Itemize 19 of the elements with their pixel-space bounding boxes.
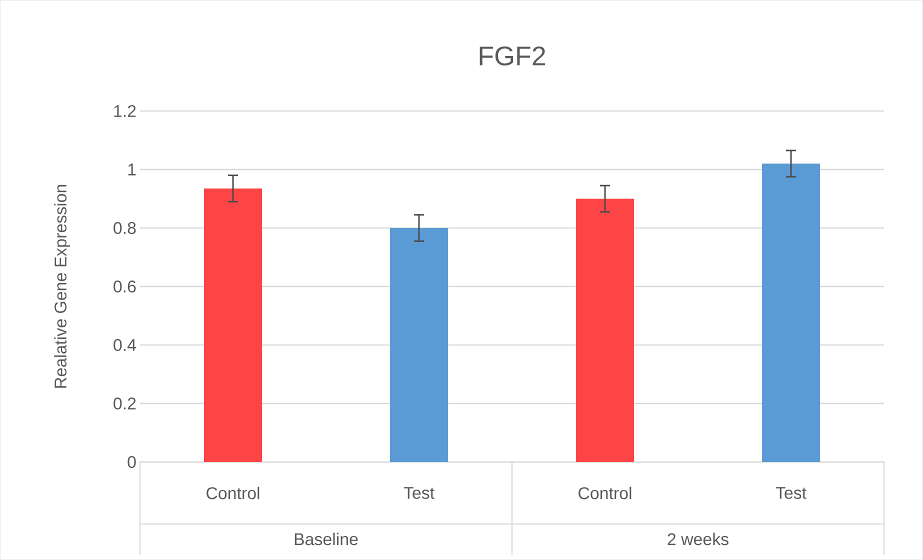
y-axis-title: Realative Gene Expression	[54, 185, 70, 388]
bar	[204, 188, 262, 462]
bar	[390, 228, 448, 462]
y-tick-label: 0.4	[114, 339, 136, 351]
chart-title: FGF2	[480, 46, 546, 66]
y-tick-label: 0.8	[114, 222, 136, 234]
x-tick-label: Control	[206, 486, 260, 500]
x-tick-label: Test	[776, 487, 806, 499]
bar	[576, 198, 634, 462]
text: Baseline	[294, 532, 358, 546]
text: 2 weeks	[668, 532, 728, 546]
y-tick-label: 0.2	[114, 398, 136, 410]
y-tick-label: 0	[128, 456, 136, 468]
x-tick-label: Test	[404, 487, 434, 499]
bar	[762, 164, 820, 462]
y-tick-label: 1	[128, 164, 136, 176]
y-tick-label: 0.6	[114, 280, 136, 292]
x-tick-label: Control	[578, 486, 632, 500]
y-tick-label: 1.2	[114, 105, 136, 117]
